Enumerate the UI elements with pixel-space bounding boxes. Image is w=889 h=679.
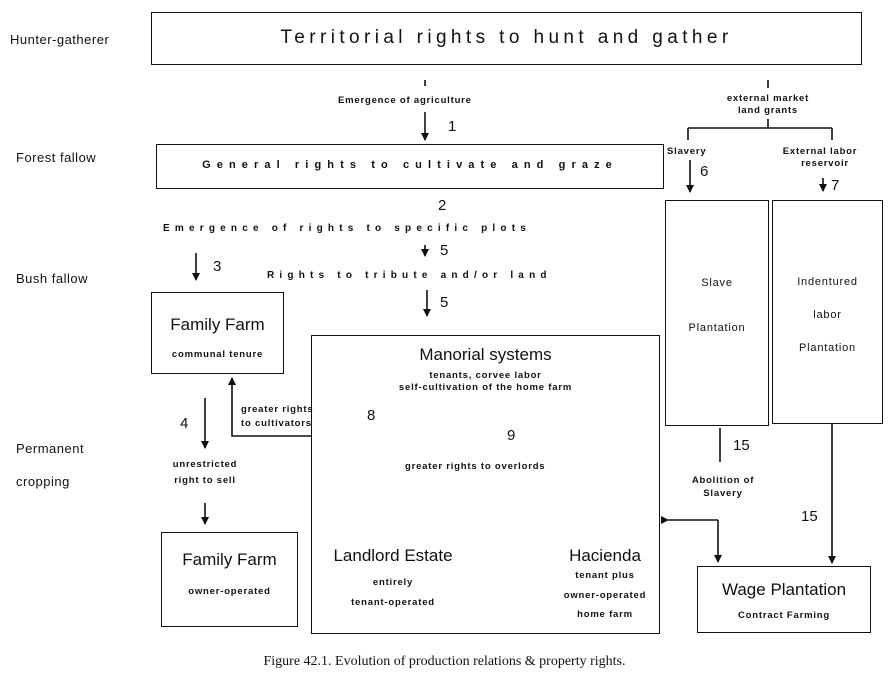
label-emergence-rights: Emergence of rights to specific plots	[163, 223, 531, 234]
label-slavery: Slavery	[667, 146, 707, 157]
box-slave-plantation: Slave Plantation	[665, 200, 769, 426]
level-forest-fallow: Forest fallow	[16, 150, 97, 165]
box-wage-plantation: Wage Plantation Contract Farming	[697, 566, 871, 633]
label-unrestricted-1: unrestricted	[172, 459, 238, 470]
slave-line2: Plantation	[688, 322, 746, 334]
wage-sub: Contract Farming	[738, 610, 830, 621]
label-emergence-agriculture: Emergence of agriculture	[338, 95, 472, 106]
label-unrestricted-2: right to sell	[174, 475, 236, 486]
number-15-slave: 15	[733, 437, 750, 454]
hacienda-line3: home farm	[577, 609, 633, 620]
indentured-line1: Indentured	[797, 276, 858, 288]
number-3: 3	[213, 258, 222, 275]
label-abolition-1: Abolition of	[691, 475, 755, 486]
number-15-indentured: 15	[801, 508, 818, 525]
number-5-upper: 5	[440, 242, 449, 259]
landlord-line1: entirely	[372, 577, 414, 588]
landlord-title: Landlord Estate	[333, 546, 453, 565]
family-farm-communal-title: Family Farm	[170, 315, 265, 334]
number-4: 4	[180, 415, 189, 432]
box-general-rights: General rights to cultivate and graze	[156, 144, 664, 189]
number-2: 2	[438, 197, 447, 214]
label-external-labor: External labor	[782, 146, 858, 157]
landlord-line2: tenant-operated	[351, 597, 435, 608]
number-5-lower: 5	[440, 294, 449, 311]
label-external-market: external market	[726, 93, 810, 104]
number-6: 6	[700, 163, 709, 180]
hacienda-line1: tenant plus	[575, 570, 635, 581]
hacienda-title: Hacienda	[569, 546, 641, 565]
box-family-farm-communal: Family Farm communal tenure	[151, 292, 284, 374]
family-farm-owner-sub: owner-operated	[188, 586, 271, 597]
level-hunter-gatherer: Hunter-gatherer	[10, 32, 110, 47]
label-land-grants: land grants	[737, 105, 798, 116]
figure-caption: Figure 42.1. Evolution of production rel…	[263, 654, 626, 669]
label-reservoir: reservoir	[801, 158, 849, 169]
number-9: 9	[507, 427, 516, 444]
family-farm-communal-sub: communal tenure	[171, 349, 264, 360]
label-abolition-2: Slavery	[703, 488, 743, 499]
number-8: 8	[367, 407, 376, 424]
indentured-line2: labor	[813, 309, 842, 321]
manorial-title: Manorial systems	[419, 345, 552, 364]
box-manorial-systems: Manorial systems tenants, corvee labor s…	[311, 335, 660, 634]
manorial-line1: tenants, corvee labor	[429, 370, 542, 381]
label-greater-rights-cultivators-2: to cultivators	[241, 418, 312, 429]
level-cropping: cropping	[16, 474, 70, 489]
label-rights-tribute: Rights to tribute and/or land	[267, 270, 552, 281]
general-rights-text: General rights to cultivate and graze	[202, 159, 618, 171]
label-greater-rights-overlords: greater rights to overlords	[405, 461, 546, 472]
slave-line1: Slave	[701, 277, 733, 289]
territorial-rights-text: Territorial rights to hunt and gather	[280, 27, 733, 48]
manorial-line2: self-cultivation of the home farm	[398, 382, 573, 393]
label-greater-rights-cultivators-1: greater rights	[241, 404, 314, 415]
box-indentured-plantation: Indentured labor Plantation	[772, 200, 883, 424]
indentured-line3: Plantation	[799, 342, 856, 354]
box-territorial-rights: Territorial rights to hunt and gather	[151, 12, 862, 65]
wage-title: Wage Plantation	[721, 580, 847, 599]
number-7: 7	[831, 177, 840, 194]
box-family-farm-owner: Family Farm owner-operated	[161, 532, 298, 627]
level-permanent: Permanent	[16, 441, 85, 456]
level-bush-fallow: Bush fallow	[16, 271, 88, 286]
number-1: 1	[448, 118, 457, 135]
family-farm-owner-title: Family Farm	[182, 550, 277, 569]
hacienda-line2: owner-operated	[563, 590, 647, 601]
